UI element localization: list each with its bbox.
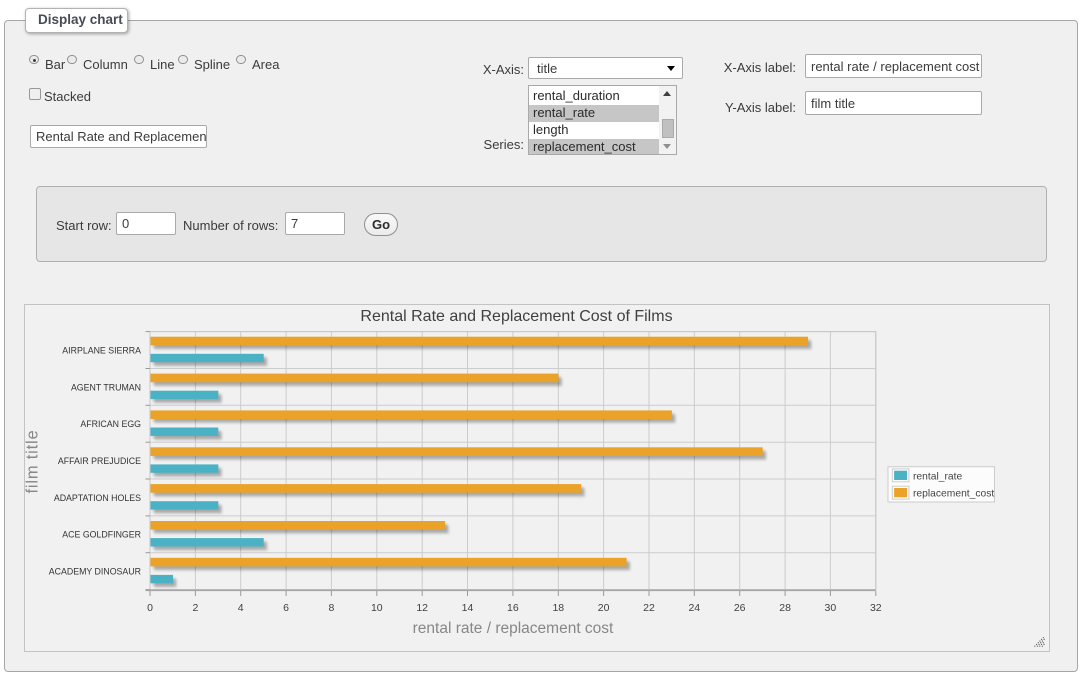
svg-text:6: 6 [283,602,289,614]
svg-text:Rental Rate and Replacement Co: Rental Rate and Replacement Cost of Film… [360,308,672,325]
svg-text:replacement_cost: replacement_cost [913,489,994,500]
svg-text:8: 8 [328,602,334,614]
svg-text:rental_rate: rental_rate [913,471,963,482]
svg-text:28: 28 [779,602,791,614]
svg-text:20: 20 [598,602,610,614]
svg-text:AFFAIR PREJUDICE: AFFAIR PREJUDICE [58,456,141,466]
svg-text:26: 26 [734,602,746,614]
svg-text:18: 18 [552,602,564,614]
svg-text:AIRPLANE SIERRA: AIRPLANE SIERRA [62,345,141,355]
svg-text:24: 24 [688,602,700,614]
svg-text:AGENT TRUMAN: AGENT TRUMAN [71,382,141,392]
svg-text:ACADEMY DINOSAUR: ACADEMY DINOSAUR [49,567,141,577]
svg-text:ADAPTATION HOLES: ADAPTATION HOLES [54,493,141,503]
svg-text:film title: film title [24,430,42,494]
svg-text:10: 10 [371,602,383,614]
svg-text:AFRICAN EGG: AFRICAN EGG [80,419,141,429]
svg-text:4: 4 [238,602,244,614]
svg-text:rental rate / replacement cost: rental rate / replacement cost [413,620,614,637]
svg-text:ACE GOLDFINGER: ACE GOLDFINGER [62,530,141,540]
svg-text:32: 32 [870,602,882,614]
svg-text:12: 12 [416,602,428,614]
svg-text:30: 30 [825,602,837,614]
svg-text:14: 14 [462,602,474,614]
svg-text:22: 22 [643,602,655,614]
svg-text:16: 16 [507,602,519,614]
svg-text:0: 0 [147,602,153,614]
svg-text:2: 2 [192,602,198,614]
